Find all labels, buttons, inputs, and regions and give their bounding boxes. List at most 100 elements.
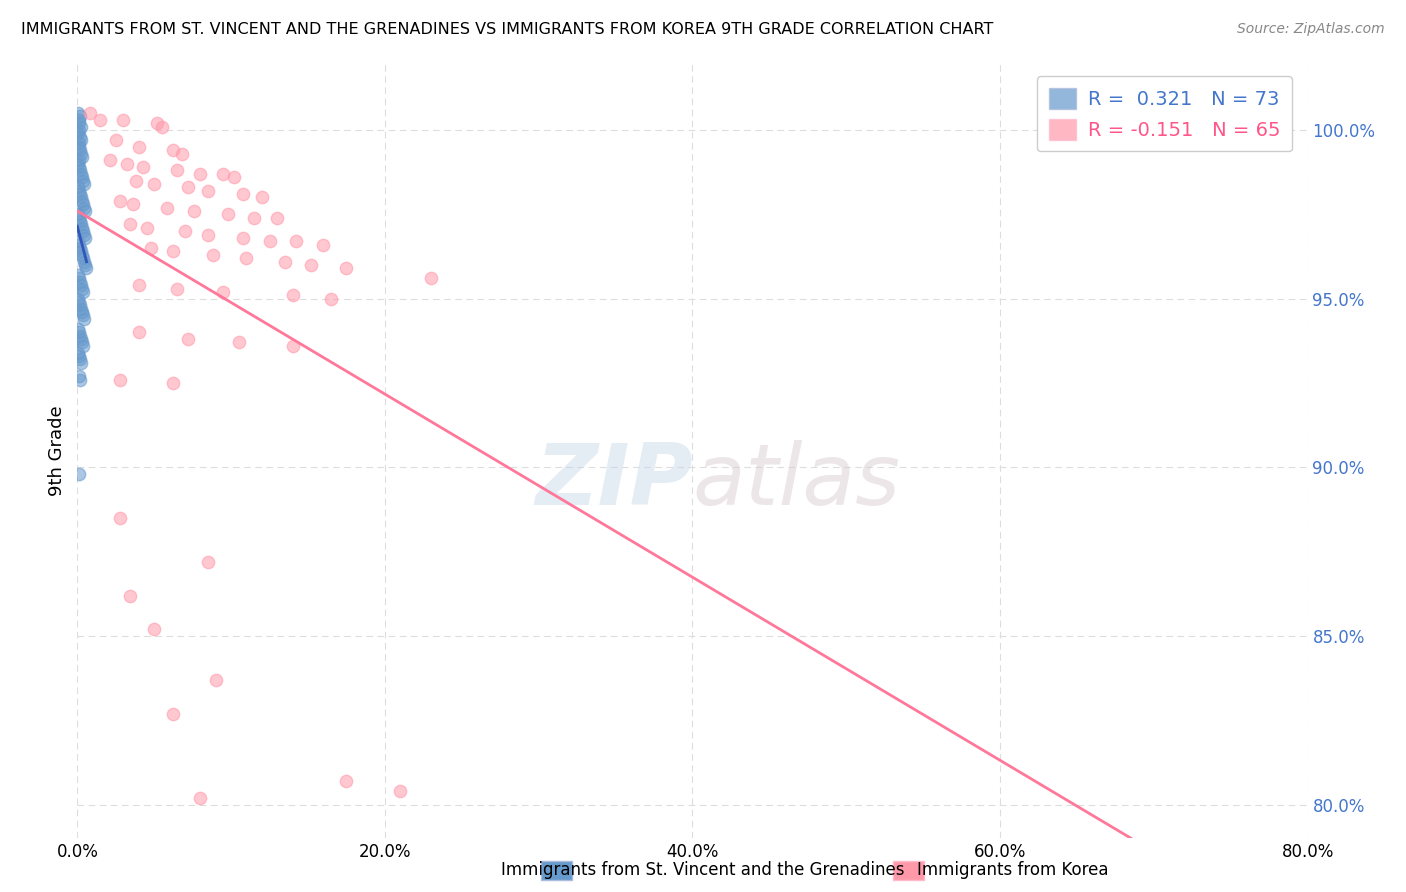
Point bbox=[70, 356, 93, 370]
Point bbox=[67, 326, 90, 340]
Point bbox=[110, 373, 132, 387]
Point bbox=[259, 234, 281, 248]
Point bbox=[284, 234, 307, 248]
Point bbox=[217, 207, 239, 221]
Point bbox=[70, 278, 93, 293]
Point bbox=[73, 177, 96, 191]
Point bbox=[67, 234, 90, 248]
Point bbox=[143, 622, 166, 636]
Point bbox=[67, 136, 90, 151]
Point bbox=[72, 197, 94, 211]
Point bbox=[67, 106, 90, 120]
Point bbox=[201, 248, 224, 262]
Point bbox=[232, 231, 254, 245]
Point bbox=[69, 328, 91, 343]
Point bbox=[70, 281, 93, 295]
Point bbox=[72, 220, 94, 235]
Point bbox=[335, 261, 357, 276]
Point bbox=[128, 326, 150, 340]
Point bbox=[69, 187, 91, 202]
Point bbox=[70, 133, 93, 147]
Point bbox=[128, 140, 150, 154]
Point bbox=[112, 112, 135, 127]
Point bbox=[232, 187, 254, 202]
Point bbox=[166, 281, 188, 295]
Point bbox=[420, 271, 443, 285]
Point bbox=[389, 784, 412, 798]
Point bbox=[69, 163, 91, 178]
Text: Immigrants from St. Vincent and the Grenadines: Immigrants from St. Vincent and the Gren… bbox=[502, 861, 904, 879]
Point bbox=[177, 180, 200, 194]
Point bbox=[89, 112, 111, 127]
Point bbox=[166, 163, 188, 178]
Point bbox=[69, 352, 91, 367]
Point bbox=[72, 305, 94, 319]
Point bbox=[281, 288, 304, 302]
Point bbox=[72, 224, 94, 238]
Point bbox=[70, 332, 93, 346]
Point bbox=[72, 251, 94, 265]
Point bbox=[67, 153, 90, 168]
Point bbox=[104, 133, 127, 147]
Legend: R =  0.321   N = 73, R = -0.151   N = 65: R = 0.321 N = 73, R = -0.151 N = 65 bbox=[1038, 76, 1292, 152]
Point bbox=[250, 190, 273, 204]
Point bbox=[67, 116, 90, 130]
Point bbox=[72, 173, 94, 187]
Point bbox=[312, 237, 335, 252]
Point bbox=[69, 120, 91, 134]
Point bbox=[70, 301, 93, 316]
Point bbox=[67, 126, 90, 140]
Point bbox=[73, 258, 96, 272]
Text: Immigrants from Korea: Immigrants from Korea bbox=[917, 861, 1108, 879]
Point bbox=[212, 285, 235, 299]
Point bbox=[143, 177, 166, 191]
Point bbox=[266, 211, 288, 225]
Point bbox=[188, 791, 212, 805]
Point bbox=[135, 220, 157, 235]
Point bbox=[162, 706, 184, 721]
Point bbox=[73, 227, 96, 242]
Point bbox=[197, 227, 219, 242]
Point bbox=[197, 184, 219, 198]
Point bbox=[75, 231, 97, 245]
Point bbox=[69, 373, 91, 387]
Point bbox=[70, 248, 93, 262]
Point bbox=[70, 190, 93, 204]
Point bbox=[177, 332, 200, 346]
Point bbox=[67, 467, 90, 481]
Point bbox=[69, 298, 91, 312]
Point bbox=[162, 143, 184, 157]
Point bbox=[79, 106, 101, 120]
Point bbox=[70, 146, 93, 161]
Point bbox=[69, 275, 91, 289]
Point bbox=[67, 140, 90, 154]
Point bbox=[115, 156, 138, 170]
Point bbox=[72, 309, 94, 323]
Point bbox=[170, 146, 193, 161]
Point bbox=[188, 167, 212, 181]
Point bbox=[69, 214, 91, 228]
Point bbox=[204, 673, 226, 687]
Y-axis label: 9th Grade: 9th Grade bbox=[48, 405, 66, 496]
Point bbox=[67, 268, 90, 282]
Point bbox=[75, 261, 97, 276]
Point bbox=[197, 555, 219, 569]
Text: Source: ZipAtlas.com: Source: ZipAtlas.com bbox=[1237, 22, 1385, 37]
Point bbox=[67, 295, 90, 310]
Point bbox=[67, 112, 90, 127]
Point bbox=[125, 173, 148, 187]
Point bbox=[128, 278, 150, 293]
Point bbox=[72, 335, 94, 350]
Point bbox=[67, 349, 90, 363]
Point bbox=[73, 201, 96, 215]
Point bbox=[132, 160, 155, 174]
Point bbox=[67, 322, 90, 336]
Point bbox=[70, 167, 93, 181]
Point bbox=[110, 511, 132, 525]
Point bbox=[67, 237, 90, 252]
Point bbox=[162, 376, 184, 390]
Text: atlas: atlas bbox=[693, 440, 900, 523]
Point bbox=[67, 156, 90, 170]
Point bbox=[281, 339, 304, 353]
Point bbox=[274, 254, 297, 268]
